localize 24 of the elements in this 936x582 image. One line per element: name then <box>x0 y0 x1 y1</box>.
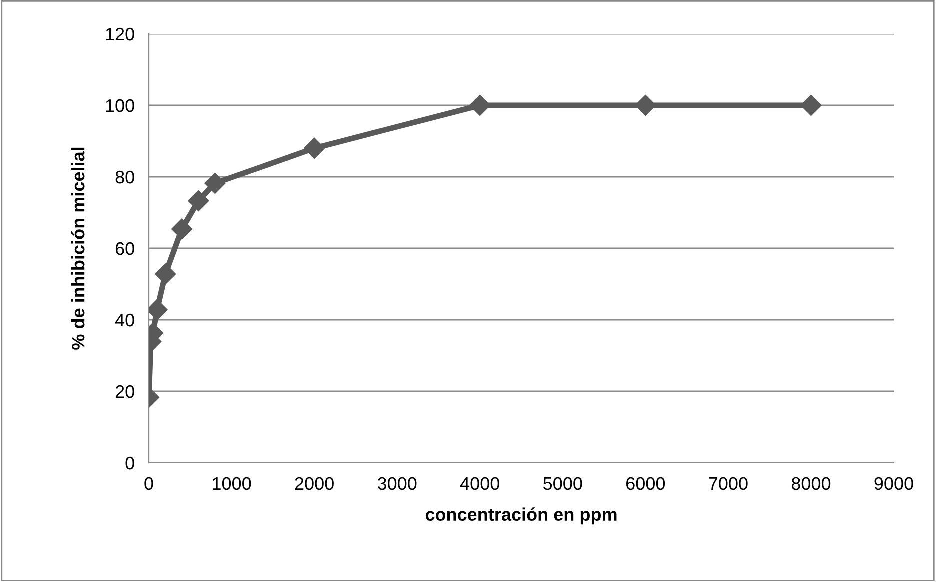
point <box>172 218 193 240</box>
x-tick-label: 6000 <box>626 477 666 490</box>
y-tick-label: 100 <box>106 99 134 112</box>
y-axis-title: % de inhibición micelial <box>71 148 85 350</box>
x-tick-label: 5000 <box>544 477 582 490</box>
point <box>188 190 210 212</box>
y-tick-label: 20 <box>116 385 134 398</box>
x-tick-label: 0 <box>144 477 154 490</box>
x-tick-label: 9000 <box>874 477 914 490</box>
x-tick-label: 4000 <box>460 477 500 490</box>
x-tick-label: 7000 <box>709 477 748 490</box>
y-tick-label: 120 <box>106 28 134 41</box>
y-tick-label: 40 <box>115 314 134 327</box>
point <box>304 138 326 159</box>
x-tick-label: 8000 <box>792 477 831 490</box>
x-tick-label: 3000 <box>378 477 417 490</box>
x-tick-label: 2000 <box>295 477 334 490</box>
y-tick-label: 60 <box>116 242 134 256</box>
point <box>204 172 226 194</box>
point <box>155 264 176 285</box>
y-tick-label: 0 <box>126 456 134 470</box>
y-tick-label: 80 <box>116 170 134 184</box>
x-axis-title: concentración en ppm <box>426 508 617 525</box>
x-tick-label: 1000 <box>213 477 252 490</box>
